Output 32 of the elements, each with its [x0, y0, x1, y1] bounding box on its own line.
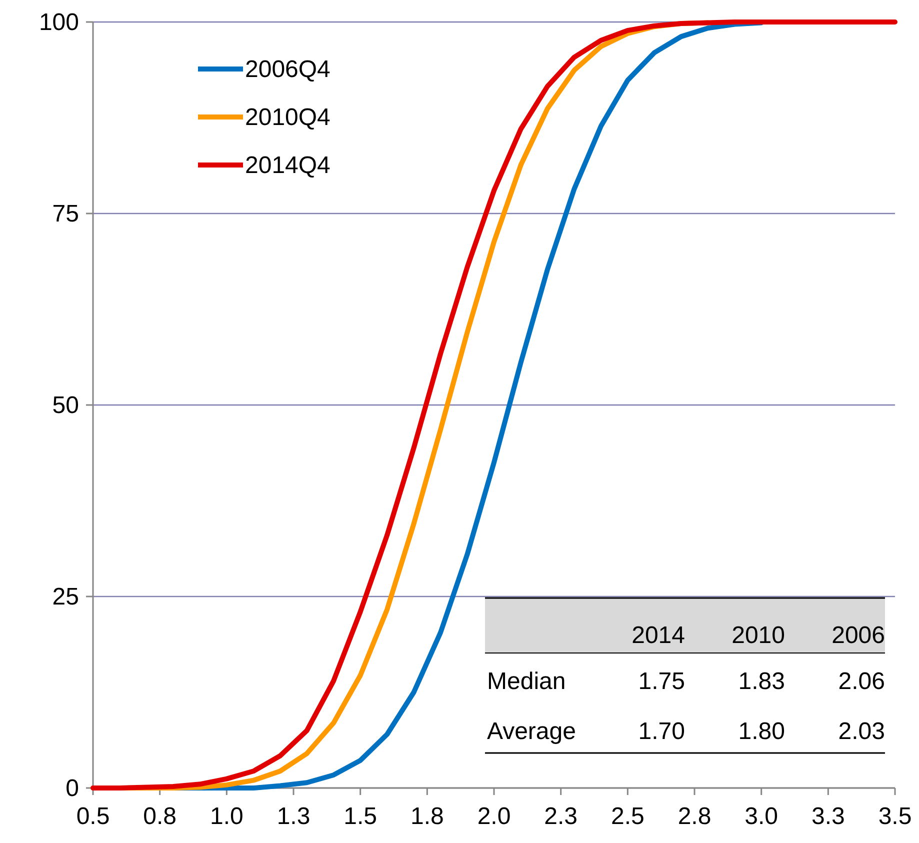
annotation: Average [487, 718, 576, 745]
annotation: 1.80 [738, 718, 785, 745]
legend-label: 2006Q4 [245, 56, 330, 83]
y-tick-label: 25 [52, 584, 79, 610]
x-tick-label: 1.0 [210, 803, 244, 830]
annotation: 2014 [632, 622, 685, 649]
y-tick-label: 75 [52, 200, 79, 228]
annotation: 2.03 [838, 718, 885, 745]
x-tick-label: 0.5 [76, 803, 110, 830]
y-tick-label: 50 [52, 392, 79, 419]
x-tick-label: 2.0 [477, 803, 511, 830]
annotation: 2006 [832, 622, 885, 649]
annotation: 2.06 [838, 668, 885, 695]
x-tick-label: 2.5 [610, 803, 644, 830]
x-tick-label: 1.5 [344, 803, 378, 830]
legend-label: 2010Q4 [245, 104, 330, 131]
annotation: Median [487, 668, 566, 695]
x-tick-label: 3.0 [744, 803, 778, 830]
x-tick-label: 1.8 [410, 803, 444, 830]
y-tick-label: 0 [66, 775, 79, 802]
legend-label: 2014Q4 [245, 152, 330, 179]
x-tick-label: 1.3 [276, 803, 310, 830]
x-tick-label: 3.5 [878, 803, 912, 830]
x-tick-label: 3.3 [811, 803, 845, 830]
x-tick-label: 2.3 [544, 803, 578, 830]
annotation: 1.75 [638, 668, 685, 695]
annotation: 1.70 [638, 718, 685, 745]
x-tick-label: 2.8 [678, 803, 712, 830]
x-tick-label: 0.8 [143, 803, 177, 830]
annotation: 2010 [732, 622, 785, 649]
annotation: 1.83 [738, 668, 785, 695]
y-tick-label: 100 [38, 9, 79, 36]
